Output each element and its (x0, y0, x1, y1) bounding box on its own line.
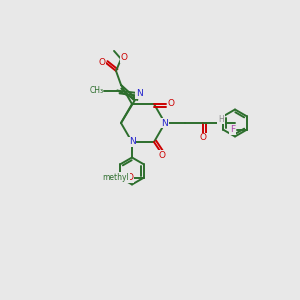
Text: O: O (167, 100, 175, 109)
Text: O: O (158, 151, 166, 160)
Text: O: O (126, 173, 133, 182)
Text: CH₃: CH₃ (89, 86, 103, 95)
Text: methyl: methyl (102, 173, 129, 182)
Text: N: N (162, 118, 168, 127)
Text: O: O (121, 53, 128, 62)
Text: N: N (136, 89, 142, 98)
Text: F: F (230, 125, 235, 134)
Text: O: O (98, 58, 106, 68)
Text: N: N (129, 137, 135, 146)
Text: O: O (200, 134, 206, 142)
Text: H: H (218, 115, 224, 124)
